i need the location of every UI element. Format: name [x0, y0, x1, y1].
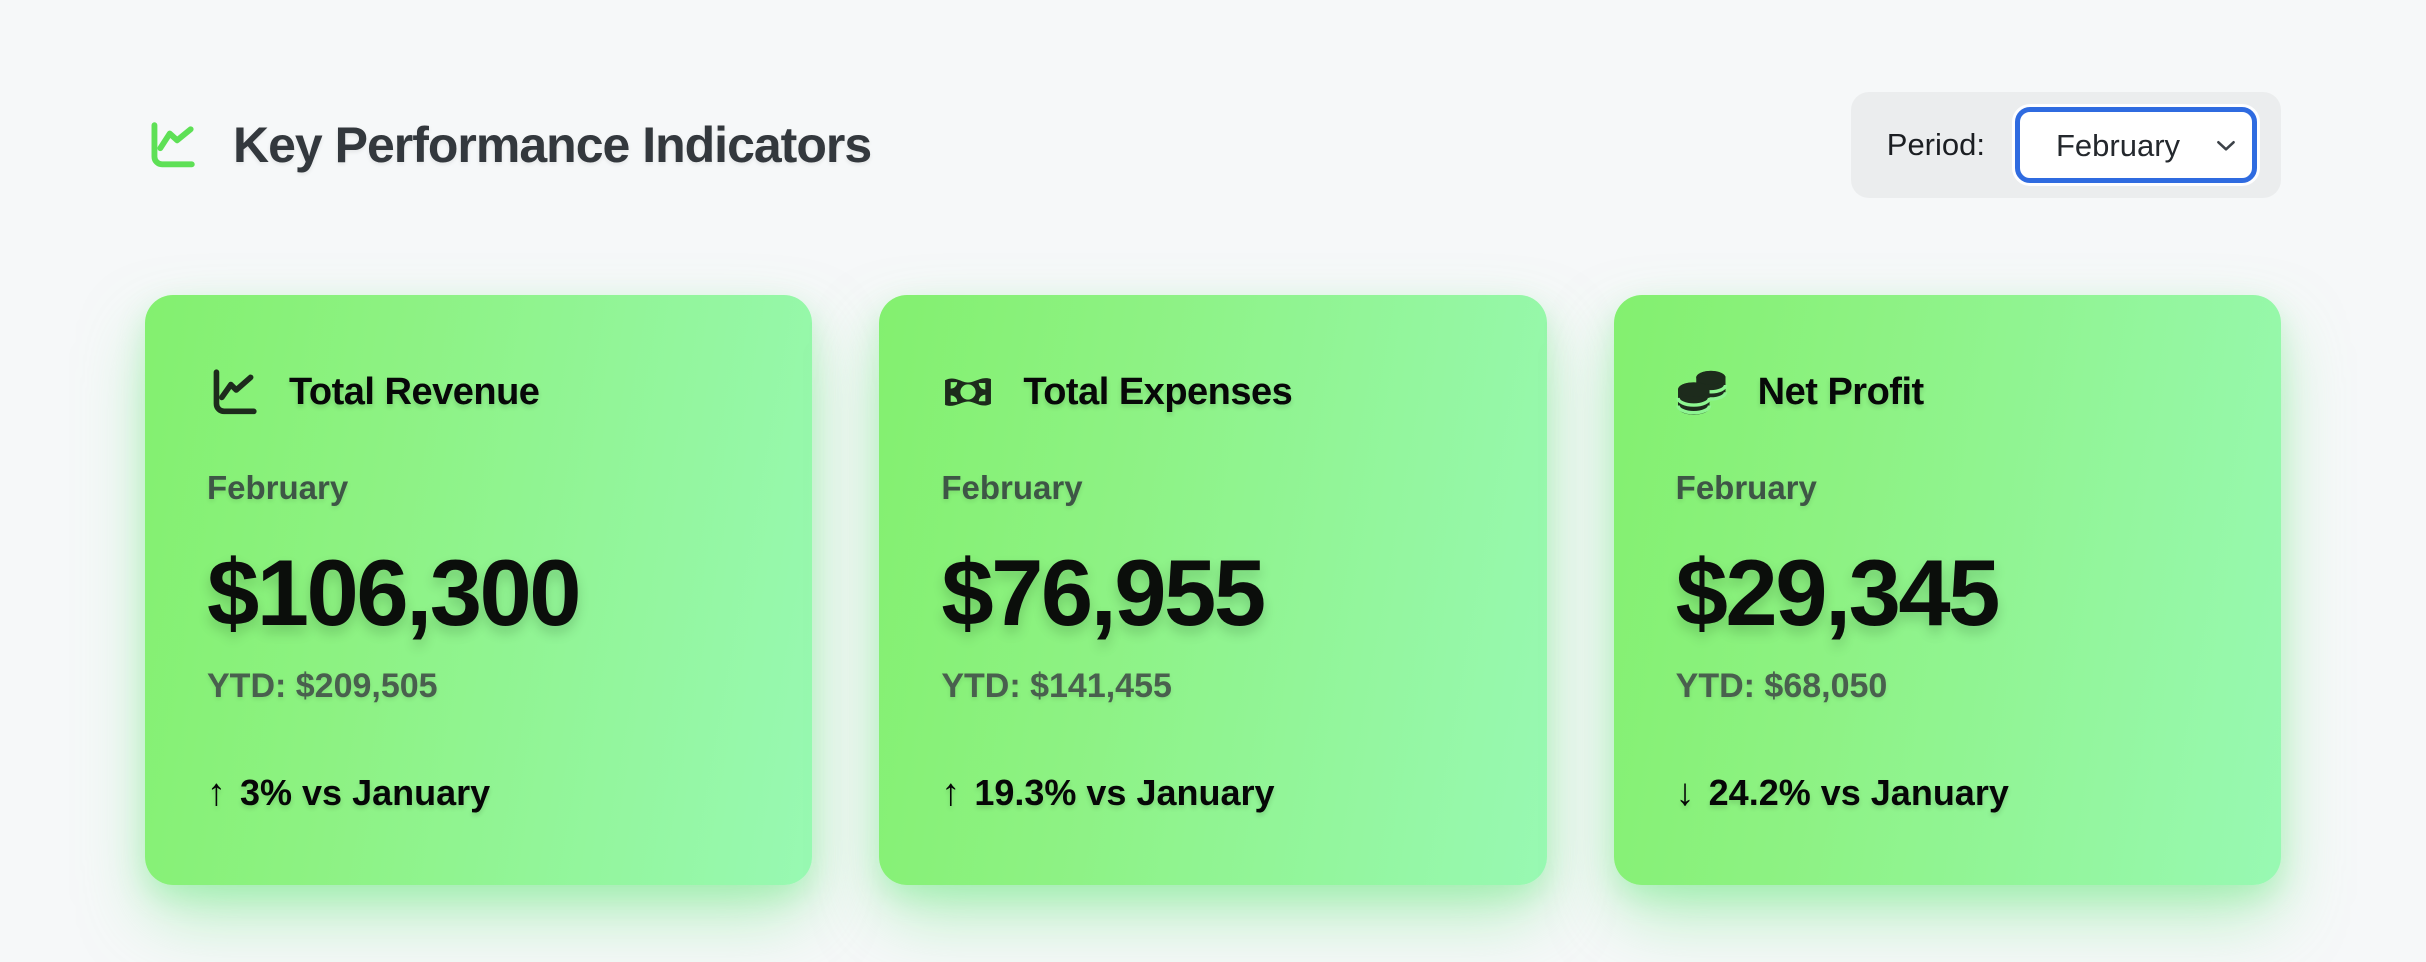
- coins-icon: [1675, 365, 1730, 419]
- card-ytd: YTD: $68,050: [1675, 666, 1888, 705]
- card-head: Total Revenue: [207, 365, 752, 419]
- chart-line-icon: [145, 118, 199, 172]
- card-value: $29,345: [1675, 540, 2001, 645]
- card-head: Net Profit: [1675, 365, 2221, 419]
- period-control: Period: February: [1850, 92, 2281, 198]
- kpi-cards-row: Total Revenue February $106,300 YTD: $20…: [145, 295, 2281, 885]
- card-value: $76,955: [941, 540, 1266, 645]
- arrow-up-icon: ↑: [941, 771, 961, 814]
- card-delta: ↑ 3% vs January: [207, 772, 752, 815]
- header-title-group: Key Performance Indicators: [145, 116, 872, 174]
- card-delta: ↓ 24.2% vs January: [1676, 772, 2221, 815]
- header: Key Performance Indicators Period: Febru…: [145, 92, 2281, 198]
- kpi-dashboard: Key Performance Indicators Period: Febru…: [145, 92, 2281, 885]
- card-period: February: [207, 469, 349, 506]
- card-value: $106,300: [207, 540, 582, 645]
- delta-text: 3% vs January: [240, 772, 491, 814]
- page-title: Key Performance Indicators: [233, 117, 872, 173]
- chart-line-icon: [207, 365, 261, 419]
- kpi-card-net-profit: Net Profit February $29,345 YTD: $68,050…: [1613, 295, 2281, 885]
- banknote-icon: [941, 365, 995, 419]
- card-period: February: [941, 469, 1083, 506]
- kpi-card-total-expenses: Total Expenses February $76,955 YTD: $14…: [879, 295, 1547, 885]
- arrow-up-icon: ↑: [207, 771, 226, 814]
- card-title: Net Profit: [1757, 370, 1925, 413]
- delta-text: 24.2% vs January: [1708, 772, 2009, 814]
- card-period: February: [1675, 469, 1817, 506]
- period-label: Period:: [1886, 127, 1985, 162]
- period-select-wrap: February: [2015, 107, 2257, 183]
- delta-text: 19.3% vs January: [974, 772, 1275, 814]
- card-ytd: YTD: $209,505: [207, 666, 438, 705]
- card-head: Total Expenses: [941, 365, 1486, 419]
- period-select[interactable]: February: [2015, 107, 2257, 183]
- arrow-down-icon: ↓: [1675, 771, 1695, 814]
- card-ytd: YTD: $141,455: [941, 666, 1172, 705]
- card-title: Total Expenses: [1023, 370, 1293, 413]
- card-title: Total Revenue: [289, 370, 540, 413]
- kpi-card-total-revenue: Total Revenue February $106,300 YTD: $20…: [145, 295, 813, 885]
- card-delta: ↑ 19.3% vs January: [941, 772, 1486, 815]
